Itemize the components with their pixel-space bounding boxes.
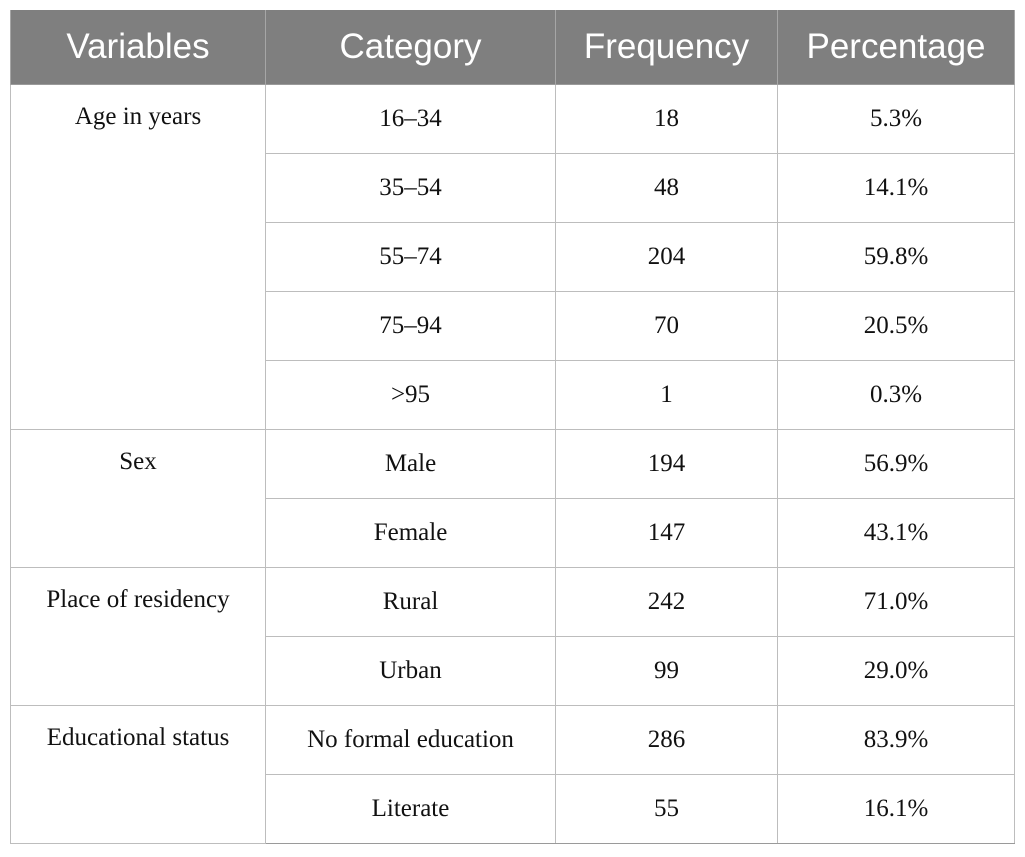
frequency-cell: 147 <box>555 498 778 568</box>
variable-cell: Educational status <box>10 705 266 844</box>
table-row: Literate 55 16.1% <box>11 774 1015 844</box>
category-cell: Urban <box>265 636 556 706</box>
category-cell: Male <box>265 429 556 499</box>
percentage-cell: 20.5% <box>777 291 1015 361</box>
percentage-cell: 56.9% <box>777 429 1015 499</box>
category-cell: Female <box>265 498 556 568</box>
percentage-cell: 16.1% <box>777 774 1015 844</box>
category-cell: 55–74 <box>265 222 556 292</box>
table-row: Educational status No formal education 2… <box>10 705 1015 844</box>
percentage-cell: 83.9% <box>777 705 1015 775</box>
category-cell: >95 <box>265 360 556 430</box>
variable-cell: Place of residency <box>10 567 266 706</box>
frequency-cell: 242 <box>555 567 778 637</box>
percentage-cell: 43.1% <box>777 498 1015 568</box>
variable-cell: Sex <box>10 429 266 568</box>
table-row: Age in years 16–34 18 5.3% <box>10 84 1015 430</box>
percentage-cell: 0.3% <box>777 360 1015 430</box>
header-category: Category <box>265 10 556 85</box>
frequency-cell: 204 <box>555 222 778 292</box>
percentage-cell: 71.0% <box>777 567 1015 637</box>
header-frequency: Frequency <box>555 10 778 85</box>
category-cell: 16–34 <box>265 84 556 154</box>
table-row: 35–54 48 14.1% <box>11 153 1015 223</box>
table-row: Urban 99 29.0% <box>11 636 1015 706</box>
percentage-cell: 5.3% <box>777 84 1015 154</box>
frequency-cell: 194 <box>555 429 778 499</box>
variable-cell: Age in years <box>10 84 266 430</box>
table-row: >95 1 0.3% <box>11 360 1015 430</box>
category-cell: Rural <box>265 567 556 637</box>
category-cell: 35–54 <box>265 153 556 223</box>
category-cell: No formal education <box>265 705 556 775</box>
category-cell: 75–94 <box>265 291 556 361</box>
table-row: Place of residency Rural 242 71.0% <box>10 567 1015 706</box>
table-header-row: Variables Category Frequency Percentage <box>10 10 1015 85</box>
percentage-cell: 14.1% <box>777 153 1015 223</box>
frequency-cell: 70 <box>555 291 778 361</box>
demographics-table-container: Variables Category Frequency Percentage … <box>10 10 1015 844</box>
table-body: Age in years 16–34 18 5.3% 35–54 48 14.1… <box>10 84 1015 844</box>
frequency-cell: 1 <box>555 360 778 430</box>
demographics-table: Variables Category Frequency Percentage … <box>10 10 1015 844</box>
frequency-cell: 99 <box>555 636 778 706</box>
header-percentage: Percentage <box>777 10 1015 85</box>
percentage-cell: 59.8% <box>777 222 1015 292</box>
percentage-cell: 29.0% <box>777 636 1015 706</box>
frequency-cell: 18 <box>555 84 778 154</box>
frequency-cell: 55 <box>555 774 778 844</box>
header-variables: Variables <box>10 10 266 85</box>
category-cell: Literate <box>265 774 556 844</box>
frequency-cell: 48 <box>555 153 778 223</box>
table-row: Sex Male 194 56.9% <box>10 429 1015 568</box>
frequency-cell: 286 <box>555 705 778 775</box>
